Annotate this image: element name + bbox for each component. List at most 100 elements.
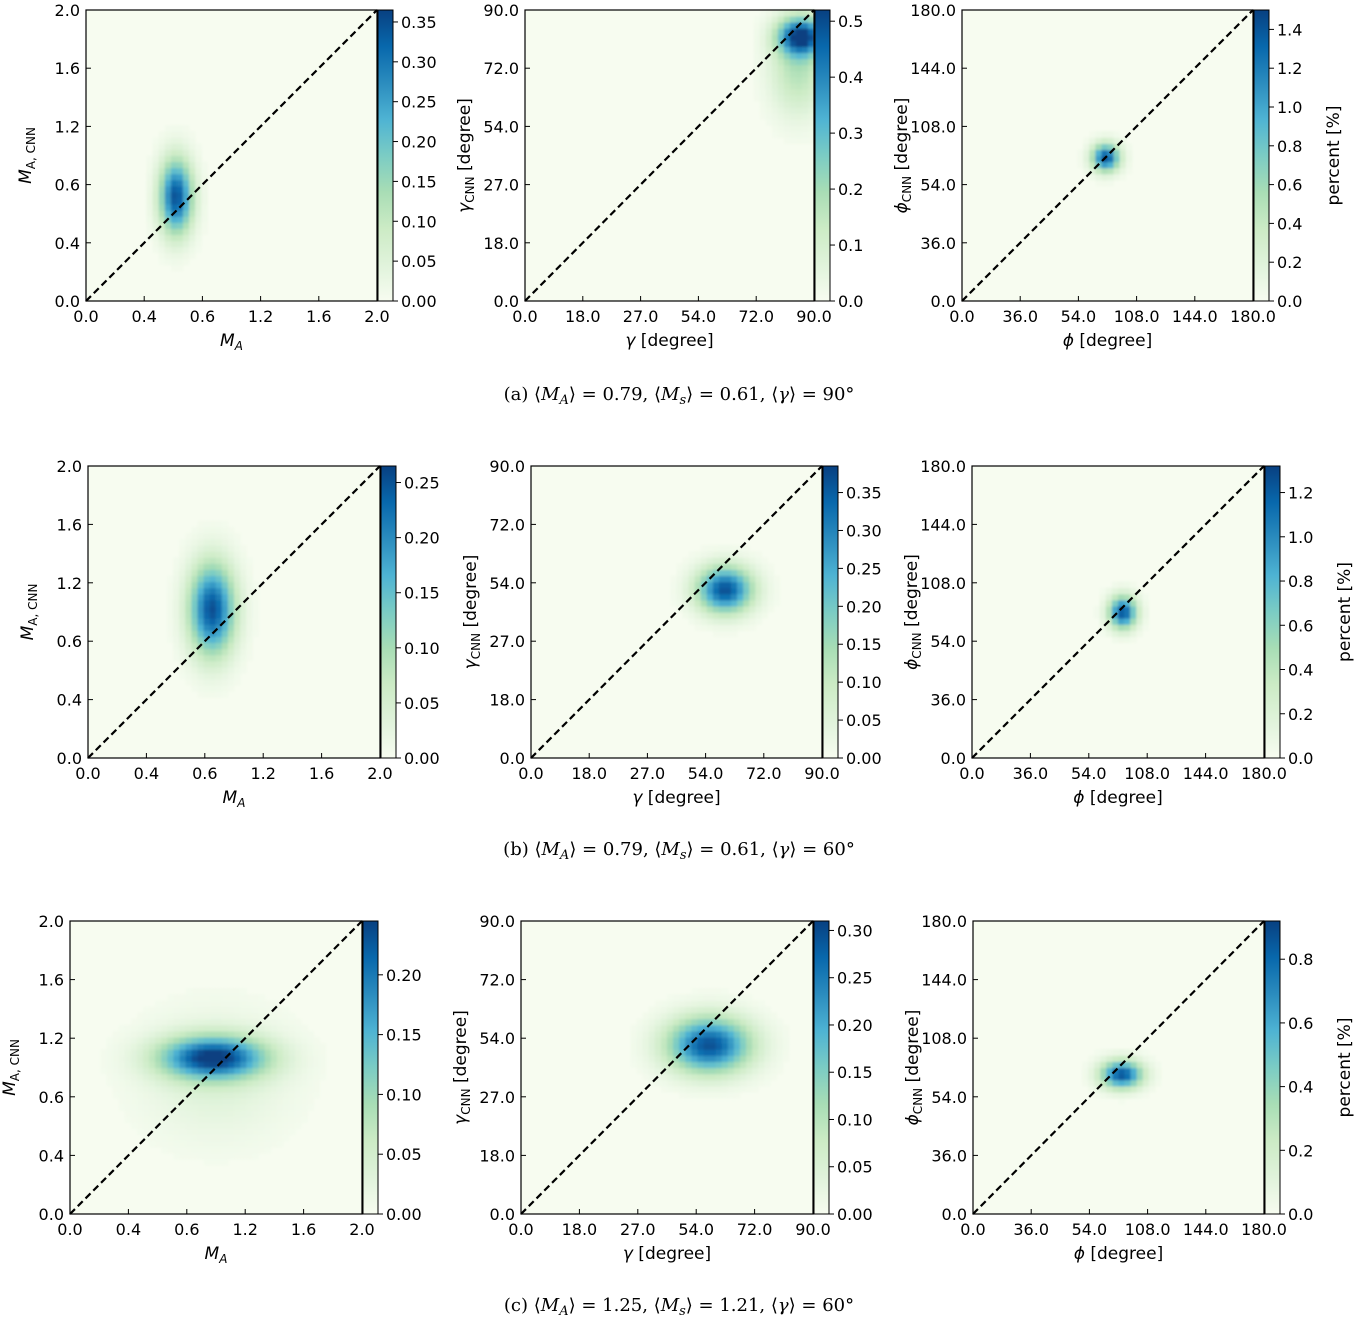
heatmap-cell [270,1043,278,1050]
heatmap-cell [149,1116,156,1124]
heatmap-cell [1082,1079,1089,1087]
heatmap-cell [1124,1049,1132,1056]
x-tick-label: 36.0 [1002,307,1038,326]
heatmap-cell [1107,131,1115,138]
heatmap-cell [688,612,696,619]
heatmap-cell [258,1024,266,1032]
heatmap-cell [731,569,738,577]
heatmap-cell [755,575,762,583]
heatmap-cell [737,612,744,619]
heatmap-cell [1095,173,1103,181]
heatmap-cells [167,520,259,698]
heatmap-cell [185,1043,193,1050]
heatmap-cell [215,575,223,583]
heatmap-cell [295,1073,302,1081]
heatmap-cell [770,1018,778,1026]
heatmap-cell [1124,599,1131,607]
heatmap-cell [152,204,160,211]
heatmap-cell [191,1079,199,1087]
heatmap-cell [709,1055,717,1062]
colorbar-frame [1264,465,1281,759]
heatmap-cell [688,551,696,558]
heatmap-cell [301,1079,308,1087]
heatmap-cell [146,210,154,217]
heatmap-cell [282,1049,290,1056]
heatmap-cell [209,685,217,692]
heatmap-cell [209,666,217,674]
heatmap-cell [252,1079,260,1087]
heatmap-cell [216,1055,223,1062]
heatmap-cell [227,545,235,552]
heatmap-cell [737,563,744,571]
heatmap-cell [682,557,690,564]
heatmap-cell [240,599,247,607]
heatmap-cell [149,1006,156,1014]
heatmap-cell [130,1055,138,1062]
heatmap-cell [270,1116,278,1124]
heatmap-cell [746,1085,753,1093]
heatmap-cell [685,1018,692,1026]
heatmap-cell [195,161,202,169]
heatmap-cell [782,1043,790,1050]
heatmap-cell [691,1043,699,1050]
heatmap-cell [673,1049,680,1056]
heatmap-cell [718,587,726,595]
heatmap-cell [221,526,229,534]
heatmap-cell [764,1036,772,1044]
heatmap-cell [170,246,178,254]
heatmap-cell [209,1146,217,1154]
heatmap-cell [743,612,750,619]
heatmap-cell [783,137,791,144]
heatmap-cell [221,691,229,698]
heatmap-cell [795,125,803,132]
heatmap-cell [164,167,172,175]
heatmap-cell [158,222,166,229]
heatmap-cell [195,216,202,223]
heatmap-cell [118,1055,126,1062]
colorbar-tick-label: 0.10 [846,673,882,692]
heatmap-cell [164,155,172,163]
heatmap-cell [130,1030,138,1038]
heatmap-cell [228,1128,235,1136]
heatmap-cell [176,155,184,163]
heatmap-cell [1124,1055,1132,1062]
heatmap-cell [1118,1085,1126,1093]
heatmap-cell [789,22,797,29]
heatmap-cell [161,1098,168,1105]
heatmap-cell [1111,593,1119,601]
y-tick-label: 72.0 [483,59,519,78]
heatmap-cell [746,1079,753,1087]
heatmap-cell [807,28,815,35]
heatmap-cell [118,1067,126,1075]
heatmap-cell [221,532,229,540]
heatmap-cell [703,1000,711,1008]
heatmap-cell [146,228,154,235]
heatmap-cell [789,137,797,144]
heatmap-cell [189,191,196,199]
heatmap-cell [673,1073,680,1081]
heatmap-cell [191,1122,199,1130]
heatmap-cell [167,636,174,644]
heatmap-cell [197,563,205,571]
heatmap-cell [1125,161,1133,169]
heatmap-cell [276,1085,284,1093]
heatmap-cell [158,246,166,254]
heatmap-cell [264,1116,272,1124]
heatmap-cell [654,1030,662,1038]
heatmap-cell [209,569,217,577]
x-tick-label: 90.0 [804,764,840,783]
heatmap-cell [222,1104,229,1111]
heatmap-cell [1106,1067,1114,1075]
heatmap-cell [673,1030,680,1038]
heatmap-cell [246,557,253,564]
heatmap-cell [222,1006,229,1014]
heatmap-cell [727,1049,735,1056]
heatmap-cell [203,660,211,668]
heatmap-cell [289,1061,296,1069]
heatmap-cell [740,1043,747,1050]
heatmap-cell [1099,599,1107,607]
heatmap-cell [1136,630,1143,637]
heatmap-cell [197,545,205,552]
heatmap-cell [795,88,803,96]
colorbar-tick-label: 0.00 [401,292,437,311]
